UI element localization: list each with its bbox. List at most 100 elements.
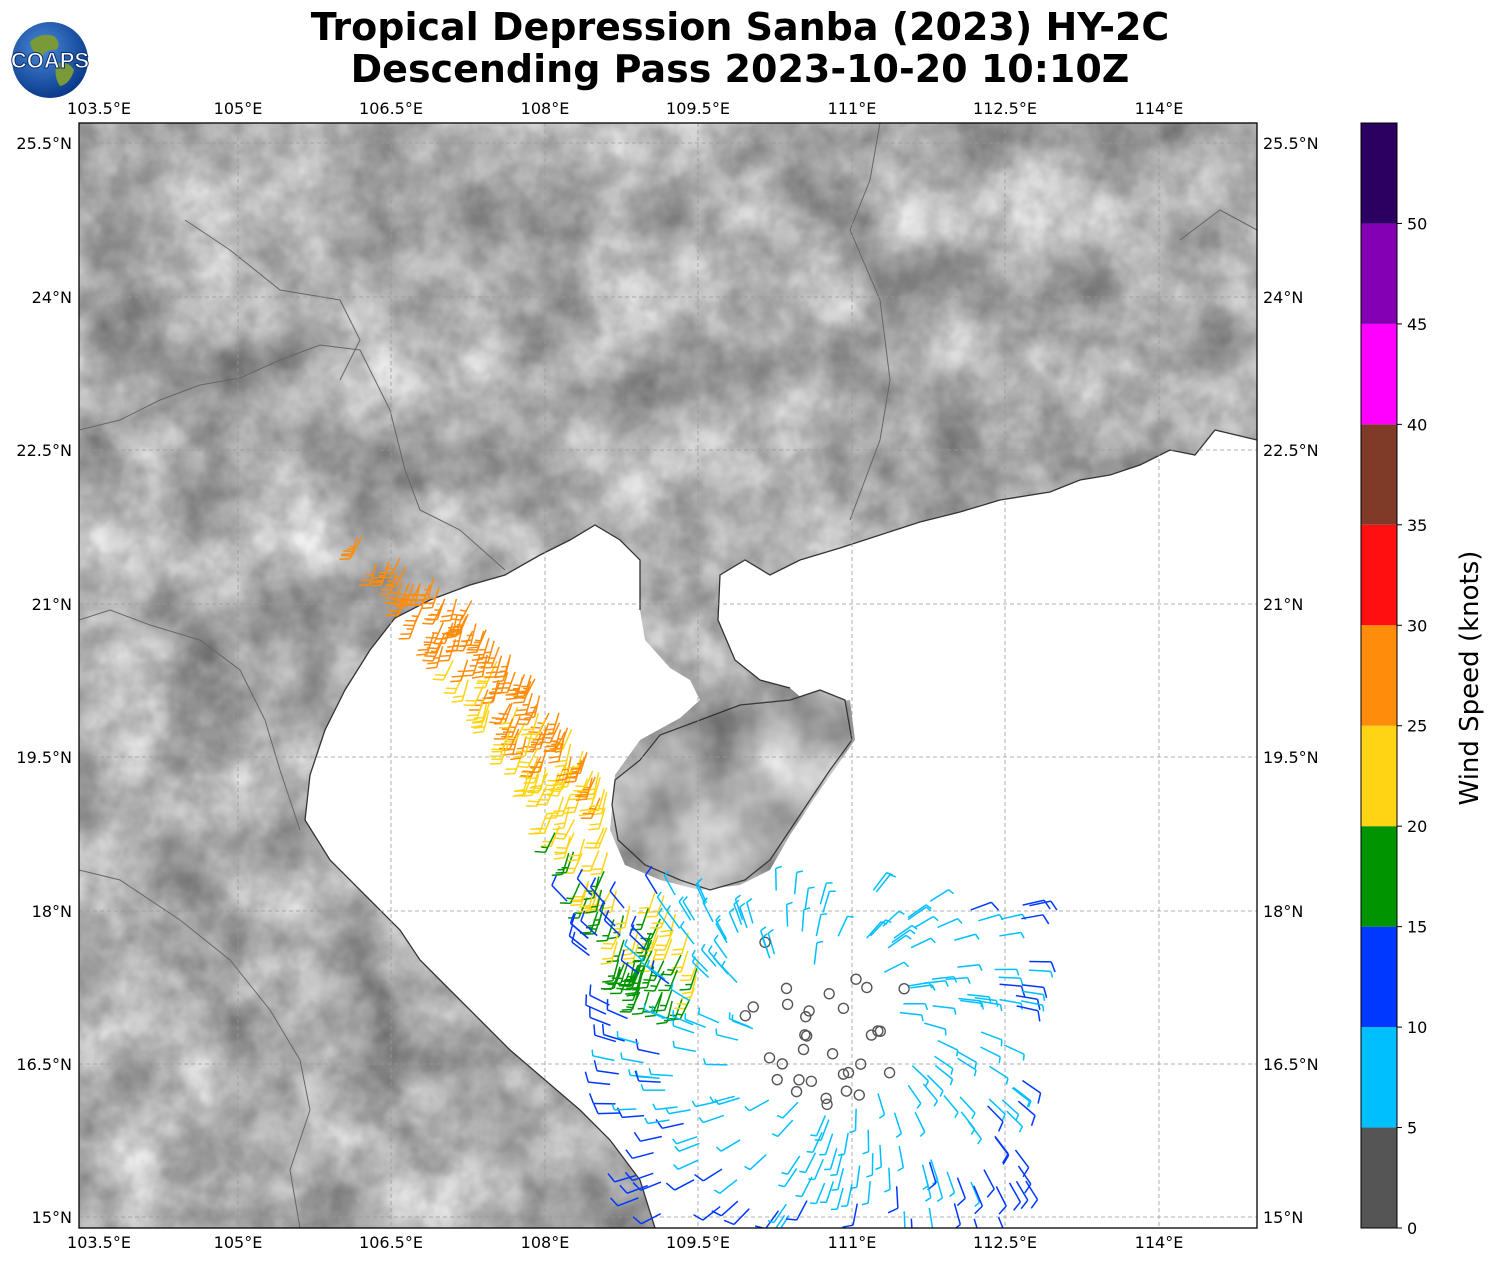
wind-barb — [679, 968, 698, 991]
wind-barb — [869, 919, 892, 937]
wind-barb — [1001, 1099, 1020, 1121]
wind-barb — [935, 1176, 944, 1203]
colorbar-bin — [1361, 424, 1397, 525]
colorbar-bin — [1361, 1127, 1397, 1228]
wind-barb — [567, 838, 586, 862]
wind-barb — [861, 981, 873, 994]
wind-barb — [774, 865, 782, 891]
wind-barb — [883, 1167, 891, 1193]
globe-logo-icon: COAPS — [10, 22, 90, 98]
lat-tick-label: 16.5°N — [16, 1055, 72, 1074]
wind-barb — [484, 655, 503, 679]
wind-barb — [610, 1197, 639, 1207]
wind-barb — [600, 941, 618, 965]
wind-barb — [588, 807, 606, 831]
wind-barb — [553, 819, 576, 840]
wind-barb — [739, 902, 748, 929]
wind-barb — [819, 882, 833, 905]
wind-barb — [795, 1176, 813, 1198]
wind-barb — [643, 960, 665, 982]
wind-barb — [819, 1133, 834, 1156]
wind-barb — [646, 895, 665, 918]
wind-barb — [672, 1040, 696, 1053]
map-panel — [79, 123, 1257, 1228]
wind-barb — [653, 938, 673, 961]
wind-barb — [621, 988, 641, 1011]
wind-barb — [584, 1071, 611, 1086]
wind-barb — [477, 640, 495, 664]
wind-barb — [564, 759, 583, 784]
wind-barb — [814, 1119, 830, 1141]
colorbar-tick-label: 15 — [1407, 918, 1427, 937]
colorbar-tick-label: 10 — [1407, 1018, 1427, 1037]
wind-barb — [619, 1184, 648, 1194]
title-line-2: Descending Pass 2023-10-20 10:10Z — [350, 47, 1130, 91]
wind-barb — [763, 1052, 776, 1064]
wind-barb — [492, 659, 510, 683]
wind-barb — [994, 1135, 1009, 1164]
wind-barb — [482, 679, 499, 705]
wind-barb — [609, 881, 625, 909]
wind-barb — [872, 872, 893, 891]
wind-barb — [785, 901, 793, 927]
wind-barb — [926, 1074, 944, 1097]
wind-barb — [672, 1019, 695, 1034]
wind-barb — [471, 637, 490, 661]
lon-tick-label: 103.5°E — [67, 99, 131, 118]
wind-barb — [1008, 1182, 1022, 1211]
wind-barb — [999, 931, 1025, 939]
wind-barb — [872, 1025, 884, 1037]
lon-tick-label: 108°E — [521, 1233, 570, 1252]
wind-barb — [957, 1057, 977, 1077]
wind-barb — [678, 896, 692, 921]
wind-barb — [842, 1066, 855, 1079]
lat-tick-label: 19.5°N — [1263, 748, 1319, 767]
wind-barb — [875, 1145, 883, 1171]
wind-barb — [606, 999, 628, 1020]
wind-barb — [611, 1103, 637, 1111]
wind-barb — [946, 1171, 956, 1198]
wind-barb — [830, 1153, 843, 1176]
wind-barb — [891, 929, 916, 944]
wind-barb — [670, 983, 691, 1002]
wind-barb — [1006, 1110, 1024, 1133]
wind-barb — [640, 956, 660, 977]
lat-tick-label: 18°N — [1263, 902, 1303, 921]
wind-barb — [607, 1173, 636, 1183]
wind-barb — [602, 959, 620, 983]
wind-barb — [568, 925, 588, 951]
wind-barb — [656, 891, 671, 916]
wind-barb — [551, 875, 568, 902]
wind-barb — [887, 934, 912, 949]
title-line-1: Tropical Depression Sanba (2023) HY-2C — [310, 5, 1170, 49]
wind-barb — [837, 1002, 850, 1015]
wind-barb — [489, 742, 510, 765]
wind-barb — [663, 870, 676, 896]
wind-barb — [593, 1060, 619, 1075]
wind-barb — [584, 827, 605, 849]
wind-barb — [929, 889, 955, 902]
wind-barb — [452, 630, 474, 652]
wind-barb — [875, 874, 897, 893]
wind-barb — [728, 907, 739, 933]
wind-barb — [632, 1213, 662, 1225]
colorbar-tick-label: 5 — [1407, 1119, 1417, 1138]
wind-barb — [739, 1010, 752, 1022]
wind-barb — [907, 906, 932, 921]
wind-barb — [620, 1052, 644, 1064]
wind-barb — [924, 1022, 947, 1036]
wind-barb — [731, 1014, 754, 1030]
wind-barb — [801, 907, 811, 932]
colorbar-bin — [1361, 625, 1397, 726]
wind-barb — [544, 731, 566, 753]
wind-barb — [803, 1005, 815, 1017]
wind-barb — [778, 1168, 798, 1188]
wind-barb — [785, 1200, 808, 1221]
wind-barb — [535, 783, 556, 806]
wind-barb — [960, 999, 985, 1010]
wind-barb — [648, 1068, 673, 1077]
wind-barb — [910, 1218, 914, 1228]
wind-barb — [694, 1168, 723, 1182]
wind-barb — [517, 747, 539, 769]
wind-barb — [899, 1011, 924, 1022]
